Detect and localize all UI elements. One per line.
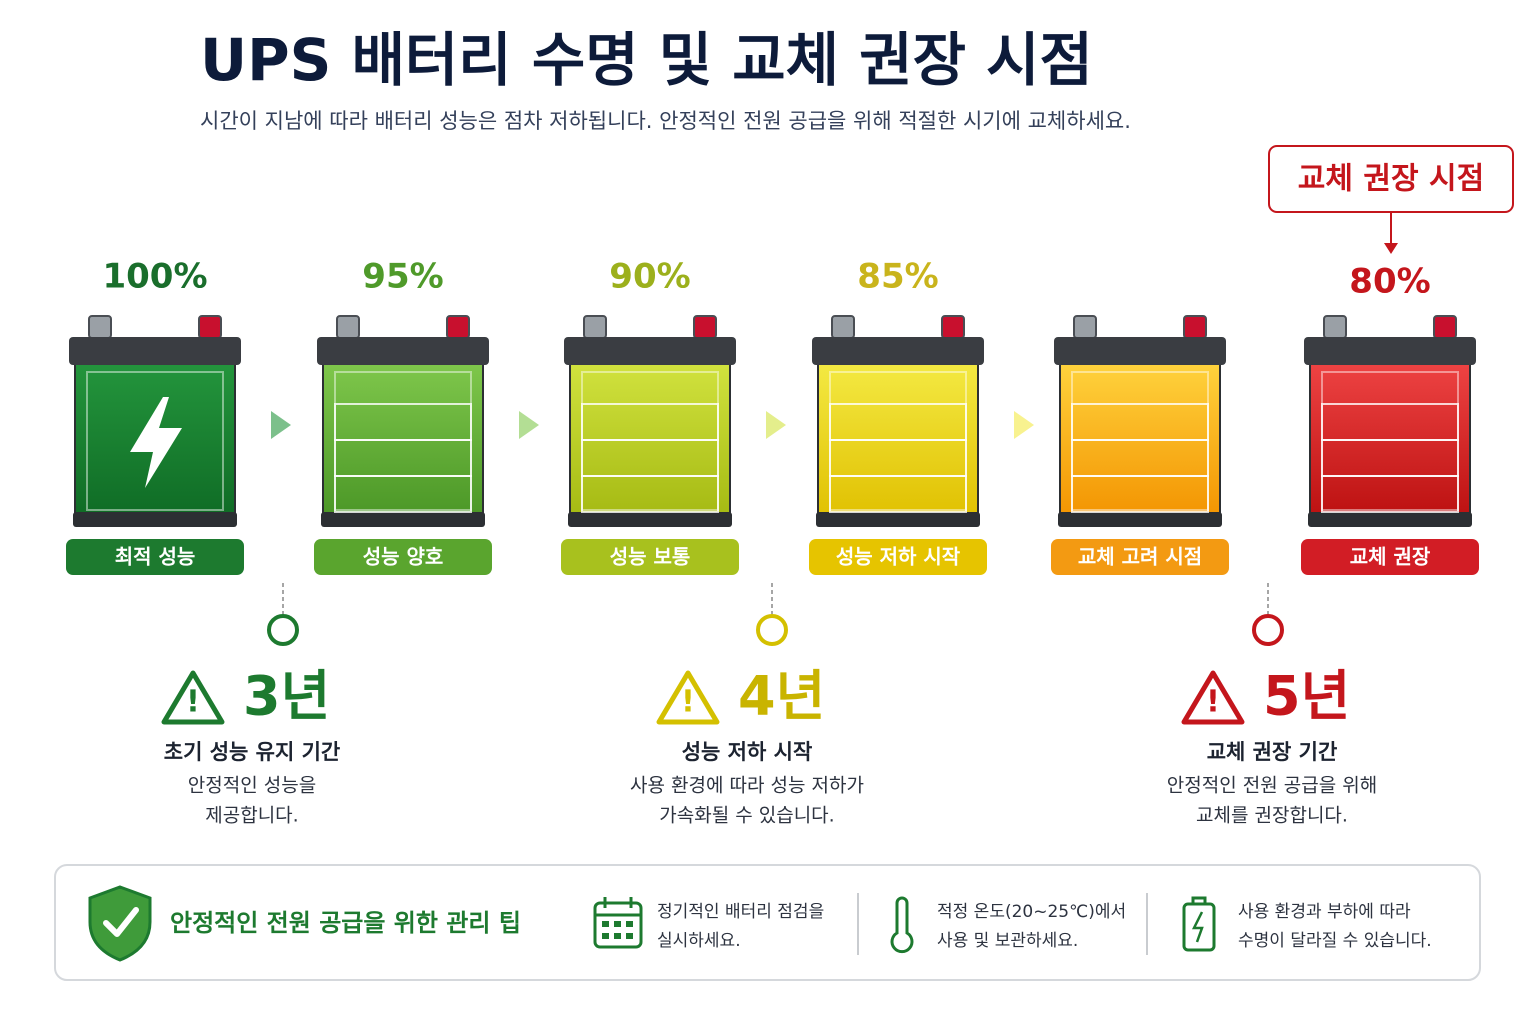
battery-base [73,512,237,527]
tip-text: 수명이 달라질 수 있습니다. [1238,931,1432,951]
years: 4년 [738,665,825,728]
percent: 95% [362,257,443,297]
status-pill [561,539,739,575]
callout: 교체 권장 시점 [1298,162,1485,197]
warning-mark: ! [1206,685,1220,720]
battery-cap [1304,337,1476,365]
terminal [583,315,607,339]
status-pill [809,539,987,575]
thermometer-icon [890,896,914,954]
milestone-desc: 가속화될 수 있습니다. [659,805,834,827]
tip-text: 실시하세요. [657,931,741,951]
calendar-dot [626,921,633,927]
cell-row [334,475,472,513]
cell-row [1321,475,1459,513]
flow-arrow [519,411,539,439]
tip-text: 사용 및 보관하세요. [937,931,1078,951]
milestone-dot [1252,614,1284,646]
shield-icon [88,885,152,962]
cell-row [1071,475,1209,513]
milestone-heading: 초기 성능 유지 기간 [164,740,341,764]
terminal [88,315,112,339]
cell-row [829,475,967,513]
milestone-heading: 성능 저하 시작 [682,740,813,764]
milestone-desc: 사용 환경에 따라 성능 저하가 [630,775,864,797]
status-label: 교체 고려 시점 [1078,545,1202,569]
terminal [1073,315,1097,339]
battery-base [568,512,732,527]
percent: 80% [1349,262,1430,302]
battery-cap [69,337,241,365]
terminal [1323,315,1347,339]
callout-arrowhead [1384,243,1398,254]
flow-arrow [766,411,786,439]
terminal [198,315,222,339]
battery-base [816,512,980,527]
status-label: 교체 권장 [1350,545,1431,569]
cell-row [581,475,719,513]
status-label: 성능 양호 [363,545,444,569]
terminal [1183,315,1207,339]
tips-box [54,864,1481,981]
battery-base [1308,512,1472,527]
calendar-icon [593,897,643,949]
calendar-dot [602,921,609,927]
status-label: 최적 성능 [115,545,196,569]
flow-arrow [1014,411,1034,439]
status-pill [66,539,244,575]
milestone-desc: 교체를 권장합니다. [1196,805,1348,827]
tips-heading: 안정적인 전원 공급을 위한 관리 팁 [170,909,521,937]
battery-cap [317,337,489,365]
status-pill [1301,539,1479,575]
flow-arrow [271,411,291,439]
status-pill [1051,539,1229,575]
terminal [941,315,965,339]
milestone-desc: 제공합니다. [205,805,298,827]
calendar-dot [626,933,633,939]
lightning [130,397,182,488]
years: 5년 [1263,665,1350,728]
milestone-desc: 안정적인 전원 공급을 위해 [1167,775,1377,797]
subtitle: 시간이 지남에 따라 배터리 성능은 점차 저하됩니다. 안정적인 전원 공급을… [200,109,1131,133]
check [103,907,139,937]
milestone-desc: 안정적인 성능을 [188,775,316,797]
terminal [831,315,855,339]
calendar-dot [614,921,621,927]
warning-icon [1181,670,1245,725]
terminal [1433,315,1457,339]
milestone-dot [267,614,299,646]
percent: 85% [857,257,938,297]
warning-icon [161,670,225,725]
warning-icon [656,670,720,725]
title: UPS 배터리 수명 및 교체 권장 시점 [200,26,1093,94]
status-label: 성능 보통 [610,545,691,569]
milestone-dot [756,614,788,646]
terminal [446,315,470,339]
warning-mark: ! [681,685,695,720]
percent: 90% [609,257,690,297]
battery-cap [564,337,736,365]
battery-face [86,371,224,511]
status-label: 성능 저하 시작 [836,545,961,569]
battery-base [321,512,485,527]
status-pill [314,539,492,575]
tip-text: 정기적인 배터리 점검을 [657,902,824,922]
terminal [693,315,717,339]
battery-base [1058,512,1222,527]
battery-cap [1054,337,1226,365]
calendar-dot [614,933,621,939]
tip-text: 사용 환경과 부하에 따라 [1238,902,1411,922]
tip-text: 적정 온도(20~25℃)에서 [937,902,1126,922]
milestone-heading: 교체 권장 기간 [1207,740,1338,764]
terminal [336,315,360,339]
warning-mark: ! [186,685,200,720]
calendar-dot [602,933,609,939]
years: 3년 [243,665,330,728]
battery-cap [812,337,984,365]
percent: 100% [102,257,207,297]
battery-icon [1182,896,1216,952]
